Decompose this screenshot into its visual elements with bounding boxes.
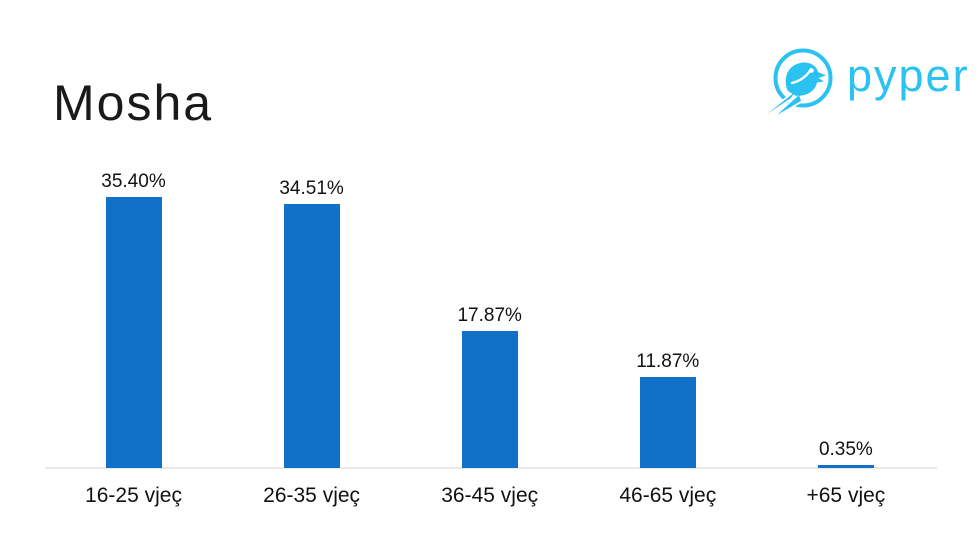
x-axis-line — [45, 467, 937, 469]
pyper-logo-text: pyper — [847, 49, 970, 101]
x-axis-category-label: 26-35 vjeç — [263, 484, 361, 507]
bar-value-label: 17.87% — [457, 305, 522, 326]
bar-2 — [461, 331, 518, 468]
pyper-logo: pyper — [757, 42, 970, 116]
chart-title: Mosha — [53, 75, 214, 131]
bar-1 — [283, 204, 340, 468]
bar-0 — [105, 197, 162, 468]
pyper-bird-icon — [765, 48, 833, 116]
bar-4 — [817, 465, 874, 468]
x-axis-category-label: 36-45 vjeç — [441, 484, 539, 507]
bar-value-label: 34.51% — [279, 178, 344, 199]
x-axis-category-label: 16-25 vjeç — [85, 484, 182, 507]
bar-value-label: 0.35% — [818, 439, 873, 460]
bar-value-label: 11.87% — [636, 351, 700, 372]
bar-value-label: 35.40% — [101, 171, 166, 192]
bar-3 — [639, 377, 696, 468]
x-axis-category-label: 46-65 vjeç — [619, 484, 717, 507]
x-axis-category-label: +65 vjeç — [806, 484, 886, 507]
